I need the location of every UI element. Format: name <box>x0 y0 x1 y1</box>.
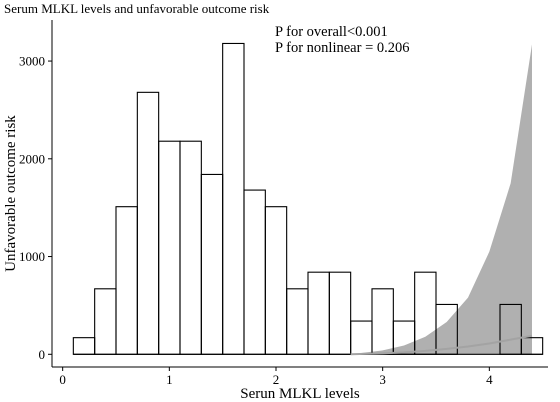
x-axis-label: Serun MLKL levels <box>240 386 360 402</box>
histogram-bar-10 <box>264 206 288 355</box>
risk-curve-layer <box>350 334 533 356</box>
histogram-bar-7 <box>200 173 224 355</box>
histogram-bar-14 <box>350 320 373 355</box>
histogram-bar-2 <box>94 288 117 355</box>
x-tick-label: 4 <box>486 372 493 387</box>
y-tick-label: 2000 <box>19 151 45 166</box>
y-tick-label: 3000 <box>19 54 45 69</box>
y-axis-ticks: 0 1000 2000 3000 <box>19 54 52 362</box>
confidence-band-layer <box>350 44 532 355</box>
histogram-bars <box>72 42 544 355</box>
histogram-bar-4 <box>136 91 160 355</box>
histogram-bar-5 <box>158 140 181 355</box>
histogram-bar-15 <box>371 288 394 355</box>
chart-title: Serum MLKL levels and unfavorable outcom… <box>4 1 270 16</box>
y-tick-label: 0 <box>39 347 46 362</box>
histogram-bar-6 <box>179 140 202 355</box>
histogram-bar-11 <box>286 288 309 355</box>
p-overall-annotation: P for overall<0.001 <box>275 24 388 40</box>
histogram-bar-13 <box>328 271 352 355</box>
histogram-bar-3 <box>115 206 138 355</box>
histogram-bar-8 <box>222 42 245 355</box>
x-tick-label: 1 <box>166 372 173 387</box>
histogram-bar-12 <box>307 271 330 355</box>
risk-curve <box>350 334 533 356</box>
axes <box>51 20 548 368</box>
x-axis-ticks: 0 1 2 3 4 <box>59 367 493 387</box>
x-tick-label: 2 <box>273 372 280 387</box>
x-tick-label: 3 <box>379 372 386 387</box>
histogram-bar-9 <box>243 189 266 355</box>
y-axis-label: Unfavorable outcome risk <box>3 115 19 272</box>
histogram-bar-1 <box>72 337 96 355</box>
x-tick-label: 0 <box>59 372 66 387</box>
y-tick-label: 1000 <box>19 249 45 264</box>
confidence-band <box>350 44 532 355</box>
p-nonlinear-annotation: P for nonlinear = 0.206 <box>275 40 410 56</box>
